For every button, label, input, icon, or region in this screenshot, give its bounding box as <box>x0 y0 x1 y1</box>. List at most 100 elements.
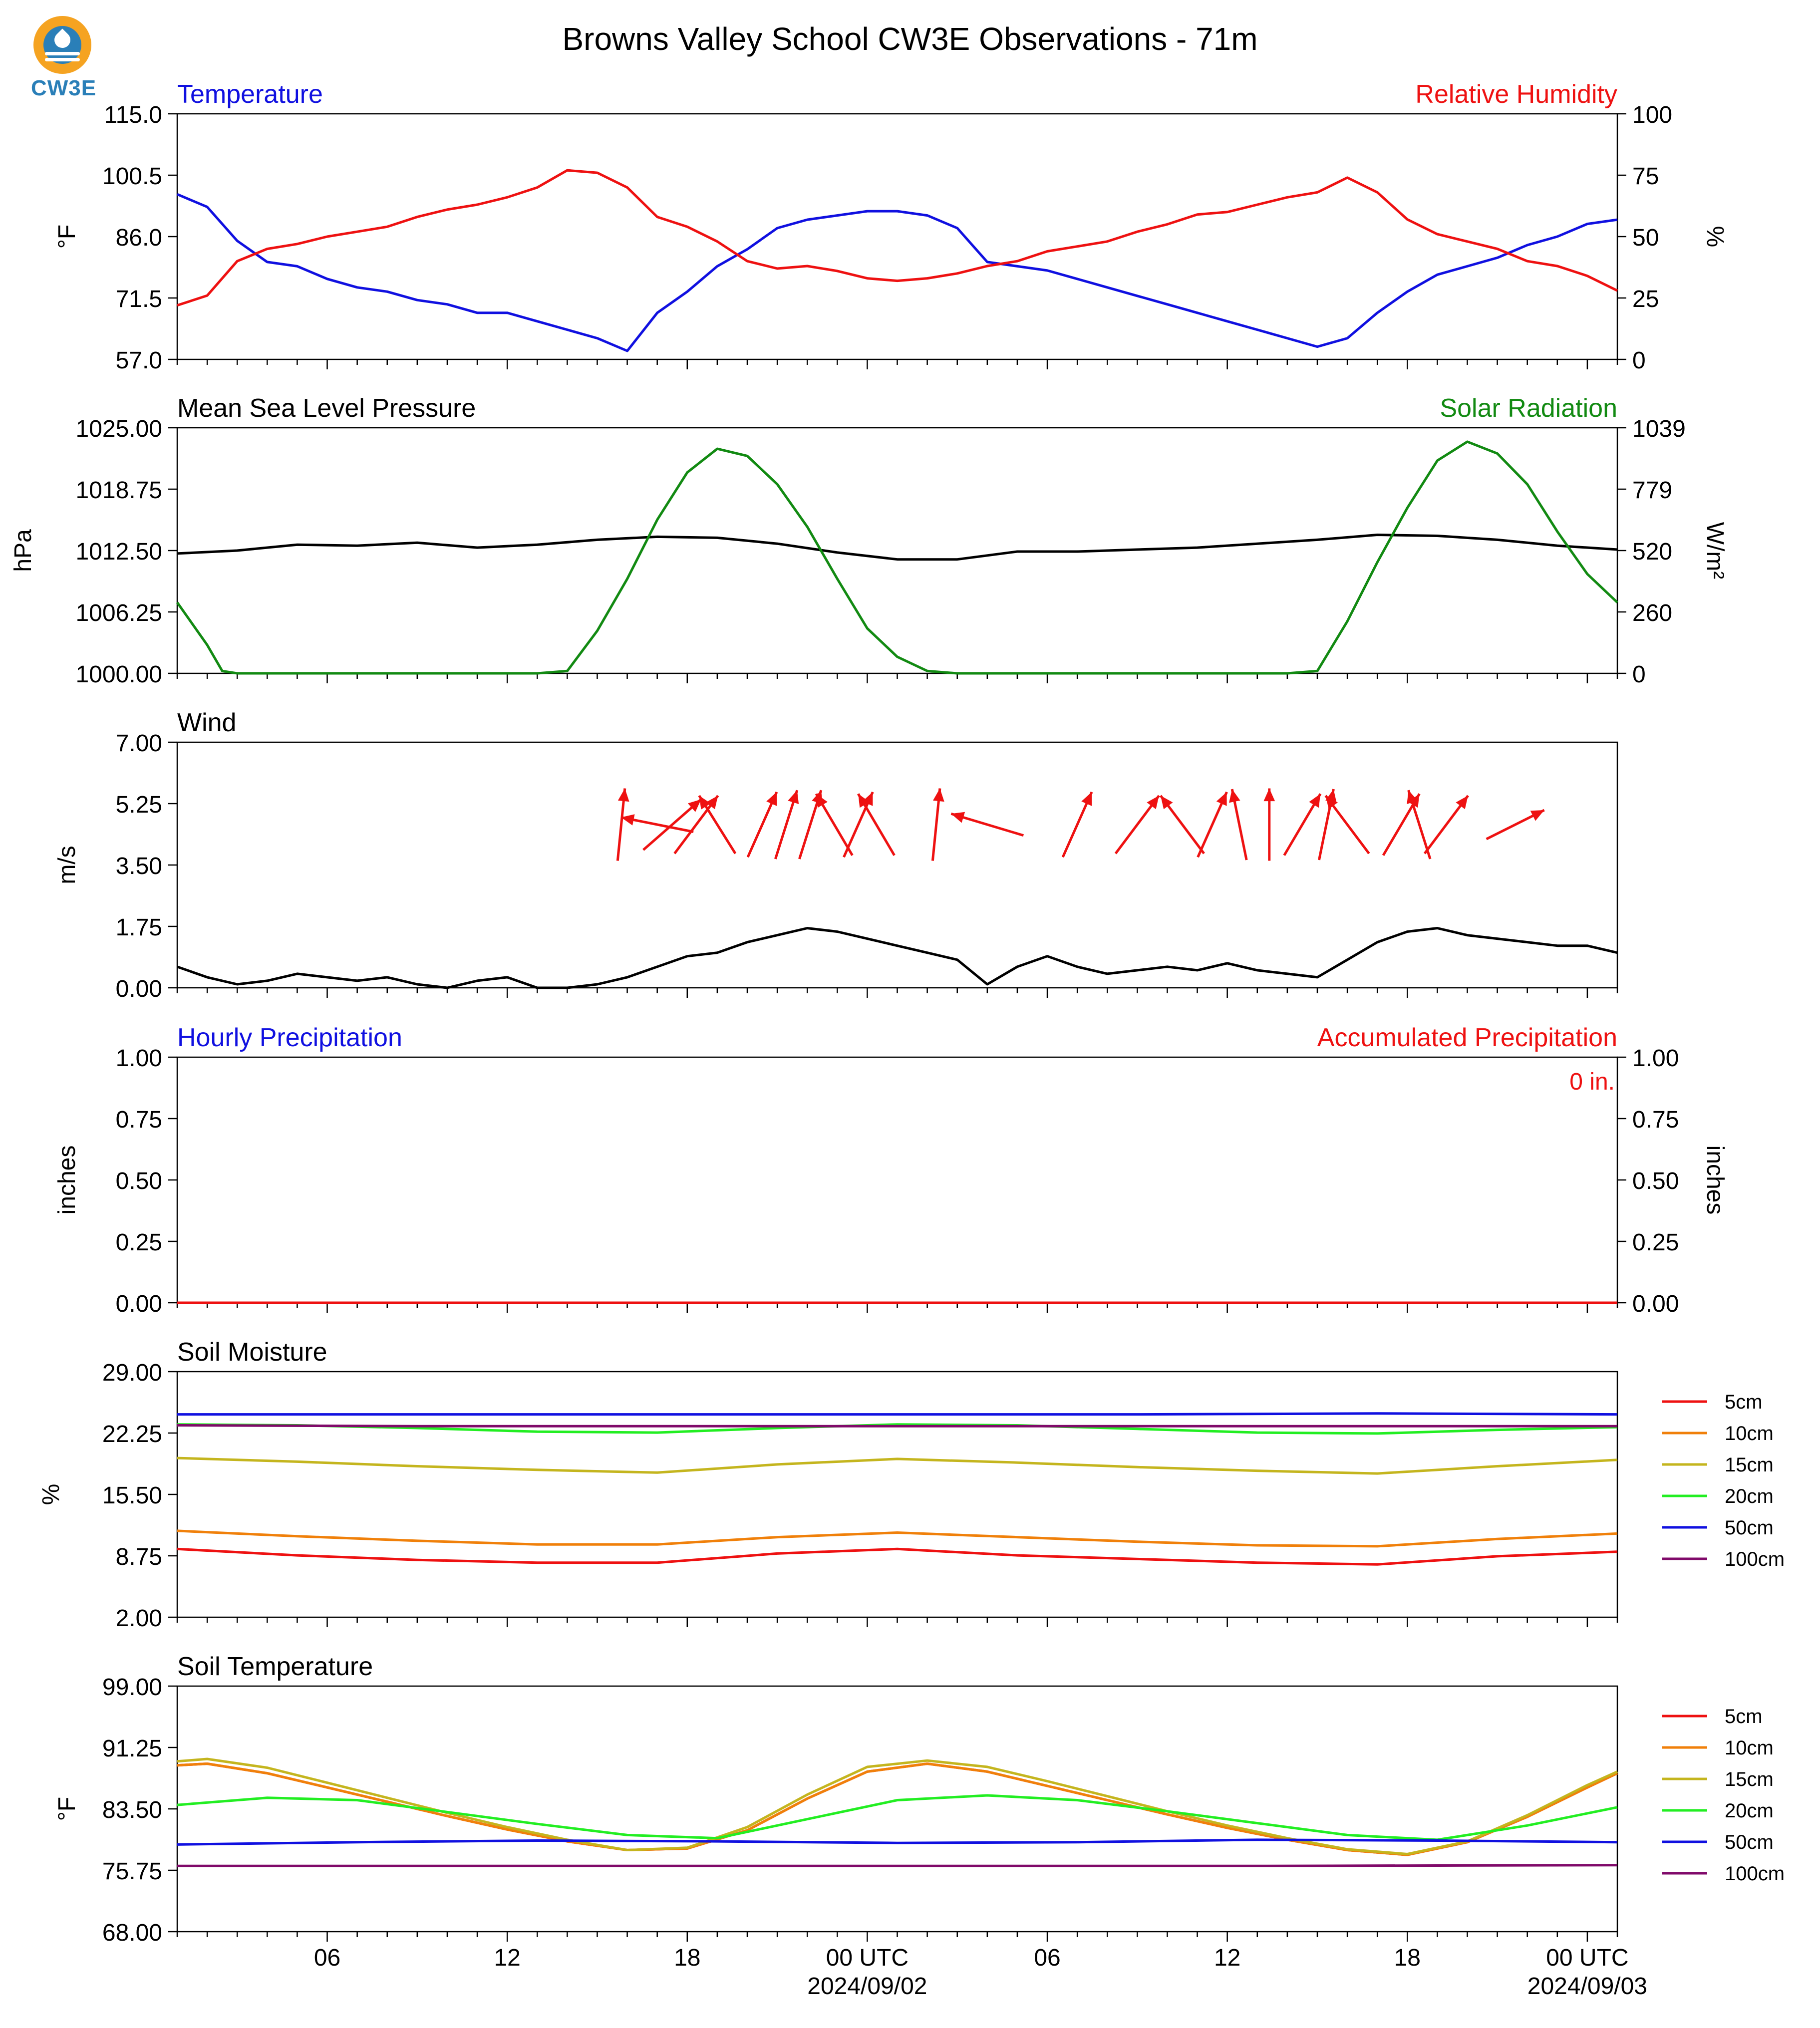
legend-label: 10cm <box>1725 1423 1774 1445</box>
y-tick-label-right: 520 <box>1632 539 1672 565</box>
y-tick-label-right: 260 <box>1632 600 1672 626</box>
y-axis-label-left: °F <box>54 1797 80 1821</box>
series-line-50cm <box>177 1412 1618 1416</box>
plot-frame <box>176 113 1618 360</box>
x-tick-label: 06 <box>314 1945 340 1971</box>
legend-label: 100cm <box>1725 1863 1785 1885</box>
y-tick-label-left: 29.00 <box>102 1360 162 1386</box>
wind-vector-head <box>1325 796 1338 810</box>
y-tick-label-left: 2.00 <box>116 1605 162 1632</box>
plot-frame <box>176 741 1618 989</box>
y-tick-label-left: 57.0 <box>116 347 162 374</box>
y-tick-label-right: 779 <box>1632 477 1672 504</box>
y-tick-label-left: 0.50 <box>116 1168 162 1194</box>
y-tick-label-left: 0.00 <box>116 1291 162 1317</box>
y-tick-label-right: 25 <box>1632 286 1659 312</box>
precip-total-annotation: 0 in. <box>1569 1069 1615 1095</box>
y-tick-label-left: 1012.50 <box>75 539 162 565</box>
legend-label: 20cm <box>1725 1800 1774 1822</box>
wind-vector-head <box>621 814 635 826</box>
y-axis-label-right: inches <box>1702 1146 1728 1215</box>
y-tick-label-left: 1.00 <box>116 1045 162 1072</box>
logo-text: CW3E <box>31 76 97 100</box>
y-tick-label-left: 1018.75 <box>75 477 162 504</box>
panel-title-right: Accumulated Precipitation <box>1317 1023 1617 1052</box>
wind-vector-head <box>1456 796 1468 810</box>
wind-vector-head <box>858 794 870 808</box>
legend-label: 15cm <box>1725 1454 1774 1476</box>
panel-title-left: Temperature <box>177 80 323 109</box>
series-line-temperature <box>177 193 1618 352</box>
wind-vector-head <box>933 788 944 802</box>
y-tick-label-right: 0.25 <box>1632 1229 1679 1256</box>
series-line-50cm <box>177 1838 1618 1846</box>
y-tick-label-right: 100 <box>1632 102 1672 128</box>
panel-1: Temperature Relative Humidity 57.0 71.5 86.0… <box>54 80 1728 374</box>
panel-title-left: Soil Moisture <box>177 1338 327 1367</box>
x-tick-label: 12 <box>1214 1945 1240 1971</box>
y-tick-label-left: 1006.25 <box>75 600 162 626</box>
y-tick-label-left: 22.25 <box>102 1421 162 1448</box>
wind-vector-head <box>1229 789 1240 803</box>
y-tick-label-right: 0.00 <box>1632 1291 1679 1317</box>
legend-label: 10cm <box>1725 1737 1774 1759</box>
y-tick-label-left: 71.5 <box>116 286 162 312</box>
wind-vector-head <box>699 796 711 810</box>
y-tick-label-right: 0.50 <box>1632 1168 1679 1194</box>
y-axis-label-left: inches <box>54 1146 80 1215</box>
cw3e-logo: CW3E <box>31 16 96 101</box>
series-line-20cm <box>177 1423 1618 1435</box>
x-tick-label: 06 <box>1034 1945 1060 1971</box>
y-tick-label-right: 75 <box>1632 163 1659 190</box>
y-tick-label-left: 0.00 <box>116 976 162 1002</box>
legend-label: 100cm <box>1725 1548 1785 1570</box>
panel-6: Soil Temperature 68.00 75.75 83.50 91.25 99.0… <box>54 1652 1785 1946</box>
y-tick-label-right: 1039 <box>1632 416 1686 442</box>
x-tick-label: 18 <box>1394 1945 1421 1971</box>
plot-frame <box>176 1685 1618 1933</box>
series-line-mean-sea-level-pressure <box>177 534 1618 561</box>
y-tick-label-left: 68.00 <box>102 1920 162 1946</box>
y-axis-label-left: °F <box>54 225 80 249</box>
y-tick-label-left: 99.00 <box>102 1674 162 1701</box>
y-tick-label-right: 0.75 <box>1632 1107 1679 1133</box>
wind-vector-head <box>1161 796 1173 810</box>
series-line-solar-radiation <box>176 440 1618 675</box>
wind-vector-arrow <box>642 798 702 851</box>
wind-vector-head <box>766 792 777 806</box>
plot-frame <box>176 1056 1618 1304</box>
series-line-20cm <box>177 1794 1618 1841</box>
panel-title-right: Solar Radiation <box>1440 394 1617 423</box>
y-tick-label-right: 0 <box>1632 661 1646 688</box>
legend-label: 20cm <box>1725 1485 1774 1507</box>
legend-label: 5cm <box>1725 1391 1763 1413</box>
x-tick-label: 00 UTC <box>1546 1945 1628 1971</box>
wind-vector-head <box>1081 792 1092 806</box>
y-tick-label-left: 91.25 <box>102 1736 162 1762</box>
y-tick-label-left: 8.75 <box>116 1544 162 1570</box>
y-tick-label-left: 75.75 <box>102 1858 162 1885</box>
x-date-label: 2024/09/03 <box>1527 1973 1647 2000</box>
y-tick-label-left: 15.50 <box>102 1482 162 1509</box>
wind-vector-head <box>688 799 701 812</box>
y-axis-label-left: m/s <box>54 846 80 884</box>
y-tick-label-left: 100.5 <box>102 163 162 190</box>
y-axis-label-left: hPa <box>10 529 36 572</box>
y-tick-label-left: 0.25 <box>116 1229 162 1256</box>
wind-vector-head <box>951 812 965 823</box>
y-tick-label-left: 86.0 <box>116 225 162 251</box>
y-tick-label-left: 115.0 <box>104 102 162 128</box>
y-axis-label-left: % <box>38 1484 64 1505</box>
legend-label: 50cm <box>1725 1831 1774 1853</box>
panel-5: Soil Moisture 2.00 8.75 15.50 22.25 29.00% 5cm… <box>38 1338 1785 1632</box>
series-line-15cm <box>177 1456 1618 1475</box>
y-axis-label-right: % <box>1702 226 1728 248</box>
panel-title-left: Soil Temperature <box>177 1652 373 1681</box>
y-tick-label-left: 5.25 <box>116 792 162 818</box>
wind-vector-head <box>816 794 828 808</box>
y-axis-label-right: W/m² <box>1702 522 1728 579</box>
legend-label: 15cm <box>1725 1768 1774 1790</box>
y-tick-label-left: 3.50 <box>116 853 162 879</box>
x-date-label: 2024/09/02 <box>807 1973 927 2000</box>
